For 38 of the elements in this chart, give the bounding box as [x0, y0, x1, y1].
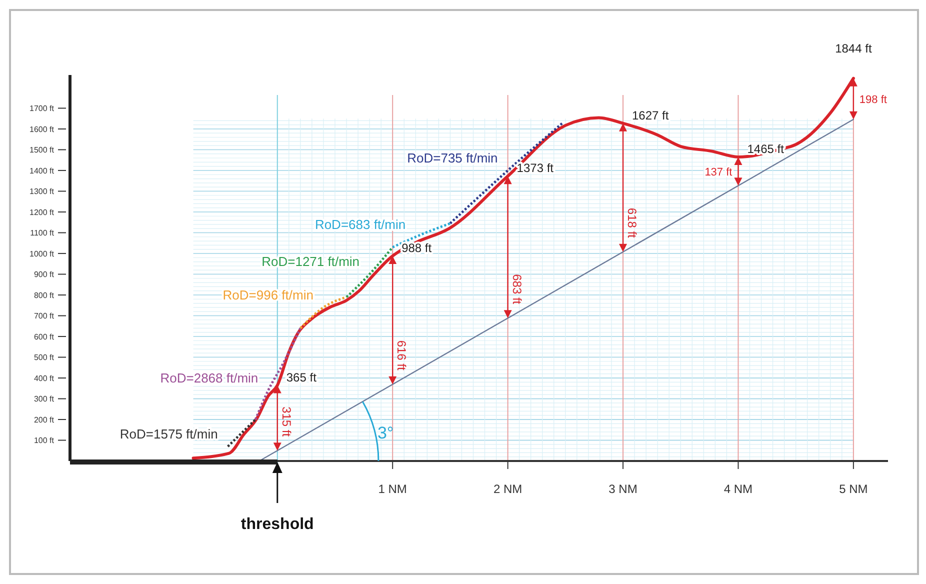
y-tick-label: 1700 ft — [30, 104, 55, 114]
x-tick-label: 2 NM — [493, 482, 522, 496]
series-label: RoD=1575 ft/min — [120, 426, 218, 442]
y-tick-label: 600 ft — [34, 332, 55, 342]
annotation: 616 ft — [394, 340, 409, 372]
annotation: 315 ft — [279, 406, 294, 438]
x-tick-label: 1 NM — [378, 482, 407, 496]
annotation: 365 ft — [286, 370, 318, 384]
y-tick-label: 800 ft — [34, 290, 55, 300]
y-tick-label: 700 ft — [34, 312, 55, 321]
y-tick-label: 1200 ft — [30, 208, 55, 217]
x-tick-label: 5 NM — [839, 482, 868, 496]
y-tick-label: 1400 ft — [30, 166, 55, 176]
annotation: 618 ft — [625, 208, 640, 239]
x-tick-label: 4 NM — [724, 482, 753, 496]
series-label: RoD=683 ft/min — [314, 216, 406, 232]
y-tick-label: 100 ft — [34, 436, 55, 446]
annotation: 137 ft — [704, 166, 732, 178]
y-tick-label: 1300 ft — [30, 187, 55, 196]
y-tick-label: 300 ft — [34, 394, 55, 404]
y-tick-label: 1000 ft — [30, 249, 55, 258]
annotation: 1844 ft — [835, 41, 872, 56]
annotation: 1627 ft — [632, 108, 670, 122]
annotation: 683 ft — [510, 274, 524, 305]
y-tick-label: 900 ft — [34, 270, 55, 280]
annotation: threshold — [240, 516, 314, 533]
y-tick-label: 200 ft — [34, 415, 55, 424]
series-label: RoD=2868 ft/min — [160, 370, 258, 386]
annotation: 1373 ft — [516, 161, 554, 176]
y-tick-label: 1600 ft — [30, 124, 55, 134]
x-tick-label: 3 NM — [608, 482, 638, 496]
y-tick-label: 400 ft — [34, 374, 55, 383]
series-label: RoD=735 ft/min — [407, 150, 498, 166]
annotation: 3° — [377, 423, 394, 442]
y-tick-label: 500 ft — [34, 353, 55, 362]
y-tick-label: 1500 ft — [30, 146, 55, 155]
y-tick-label: 1100 ft — [30, 228, 55, 238]
annotation: 198 ft — [859, 94, 887, 106]
